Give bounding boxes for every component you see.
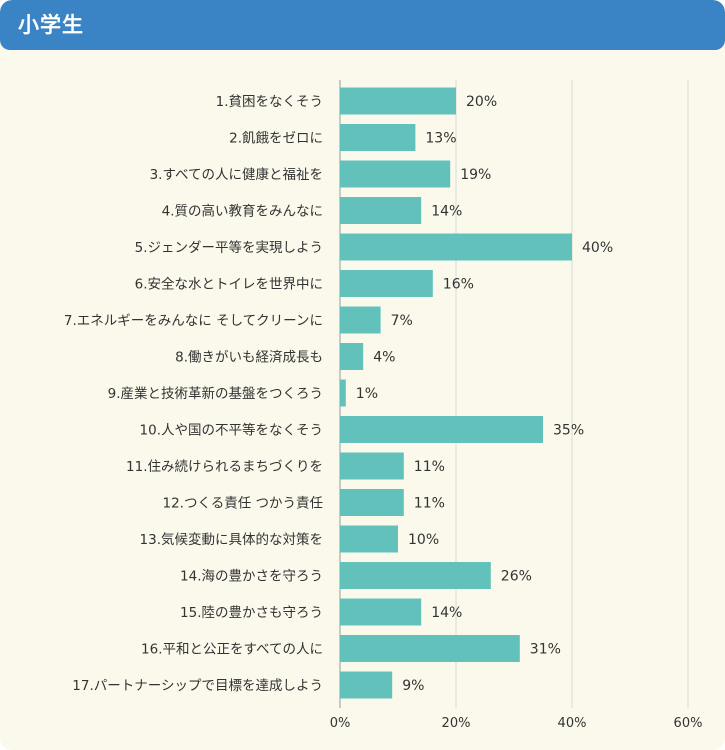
category-label: 13.気候変動に具体的な対策を [140, 531, 323, 548]
x-tick-label: 0% [330, 716, 351, 731]
bar [340, 160, 451, 188]
category-label: 4.質の高い教育をみんなに [162, 203, 323, 220]
category-label: 1.貧困をなくそう [216, 94, 323, 110]
category-label: 10.人や国の不平等をなくそう [140, 422, 323, 439]
x-tick-label: 20% [442, 716, 471, 731]
bar [340, 416, 543, 443]
bar [340, 671, 393, 699]
category-label: 14.海の豊かさを守ろう [180, 569, 323, 585]
bar [340, 343, 364, 370]
category-label: 3.すべての人に健康と福祉を [150, 166, 323, 183]
data-label: 40% [582, 240, 613, 256]
bar [340, 635, 520, 662]
category-label: 15.陸の豊かさも守ろう [180, 605, 323, 621]
category-label: 9.産業と技術革新の基盤をつくろう [108, 385, 323, 402]
data-label: 4% [373, 350, 395, 366]
category-label: 7.エネルギーをみんなに そしてクリーンに [64, 313, 323, 329]
category-label: 12.つくる責任 つかう責任 [163, 496, 324, 512]
data-label: 13% [425, 131, 456, 147]
data-label: 14% [431, 605, 462, 621]
bar [340, 306, 381, 334]
bar [340, 233, 572, 261]
data-label: 11% [414, 459, 445, 475]
data-label: 19% [460, 167, 491, 183]
bar [340, 562, 491, 589]
x-tick-label: 40% [558, 716, 587, 731]
category-label: 8.働きがいも経済成長も [175, 350, 323, 366]
data-label: 7% [391, 313, 413, 329]
bar [340, 87, 456, 115]
chart-title: 小学生 [18, 13, 84, 37]
bar [340, 598, 422, 626]
data-label: 26% [501, 569, 532, 585]
category-label: 5.ジェンダー平等を実現しよう [135, 239, 323, 256]
data-label: 31% [530, 642, 561, 658]
category-label: 11.住み続けられるまちづくりを [126, 459, 323, 475]
x-tick-label: 60% [674, 716, 703, 731]
data-label: 20% [466, 94, 497, 110]
category-label: 16.平和と公正をすべての人に [141, 642, 323, 658]
data-label: 14% [431, 204, 462, 220]
bar [340, 452, 404, 480]
data-label: 1% [356, 386, 378, 402]
bar [340, 489, 404, 516]
bar [340, 124, 416, 151]
header-bar: 小学生 [0, 0, 725, 50]
category-label: 17.パートナーシップで目標を達成しよう [72, 678, 323, 694]
data-label: 10% [408, 532, 439, 548]
category-label: 2.飢餓をゼロに [229, 131, 323, 147]
data-label: 11% [414, 496, 445, 512]
data-label: 9% [402, 678, 424, 694]
bar [340, 379, 346, 407]
data-label: 35% [553, 423, 584, 439]
bar [340, 270, 433, 297]
bar [340, 525, 398, 553]
category-label: 6.安全な水とトイレを世界中に [135, 276, 323, 293]
data-label: 16% [443, 277, 474, 293]
bar [340, 197, 422, 224]
